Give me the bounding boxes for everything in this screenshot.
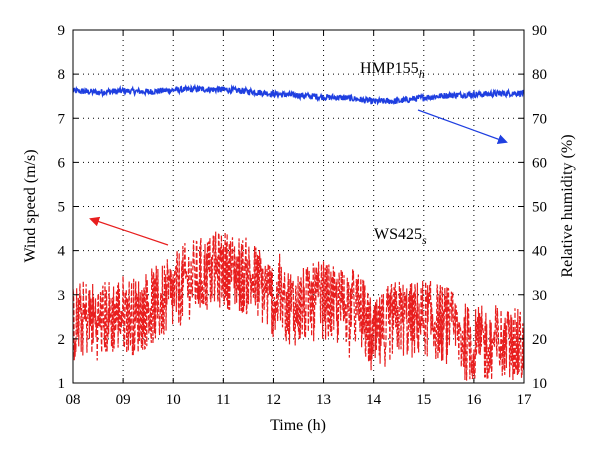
y-right-tick-label: 20 [532, 332, 547, 348]
annotation-ws425: WS425s [374, 226, 427, 247]
y-left-tick-label: 2 [58, 332, 66, 348]
x-tick-label: 09 [116, 392, 131, 408]
y-right-tick-label: 60 [532, 155, 547, 171]
annotation-arrow-ws425 [89, 216, 169, 246]
y-left-tick-label: 9 [58, 23, 66, 39]
x-tick-label: 08 [66, 392, 81, 408]
y-right-tick-label: 30 [532, 288, 547, 304]
series-line-ws425 [73, 231, 524, 381]
x-tick-label: 17 [517, 392, 533, 408]
y-right-tick-label: 50 [532, 200, 547, 216]
y-right-tick-label: 80 [532, 67, 547, 83]
x-tick-label: 13 [316, 392, 331, 408]
annotation-hmp155: HMP155h [360, 60, 425, 81]
y-left-tick-label: 7 [58, 111, 66, 127]
y-left-tick-label: 4 [58, 244, 66, 260]
x-tick-label: 15 [416, 392, 431, 408]
y-right-tick-label: 90 [532, 23, 547, 39]
y-axis-right: 10 20 30 40 50 60 70 80 90 [519, 23, 547, 392]
annotation-arrow-hmp155 [417, 109, 508, 144]
x-axis: 08 09 10 11 12 13 14 15 16 17 [66, 30, 533, 408]
y-right-tick-label: 70 [532, 111, 547, 127]
x-axis-label: Time (h) [270, 417, 326, 434]
y-axis-label-left: Wind speed (m/s) [22, 149, 39, 262]
y-axis-label-right: Relative humidity (%) [559, 134, 576, 277]
x-tick-label: 14 [366, 392, 382, 408]
x-tick-label: 16 [466, 392, 482, 408]
y-left-tick-label: 1 [58, 376, 66, 392]
y-right-tick-label: 40 [532, 244, 547, 260]
y-left-tick-label: 6 [58, 155, 66, 171]
y-left-tick-label: 5 [58, 200, 66, 216]
y-left-tick-label: 8 [58, 67, 66, 83]
series-line-hmp155 [73, 83, 524, 106]
y-right-tick-label: 10 [532, 376, 547, 392]
x-tick-label: 12 [266, 392, 281, 408]
x-tick-label: 11 [216, 392, 230, 408]
y-left-tick-label: 3 [58, 288, 66, 304]
grid [73, 30, 524, 383]
x-tick-label: 10 [166, 392, 181, 408]
y-axis-left: 1 2 3 4 5 6 7 8 9 [58, 23, 78, 392]
